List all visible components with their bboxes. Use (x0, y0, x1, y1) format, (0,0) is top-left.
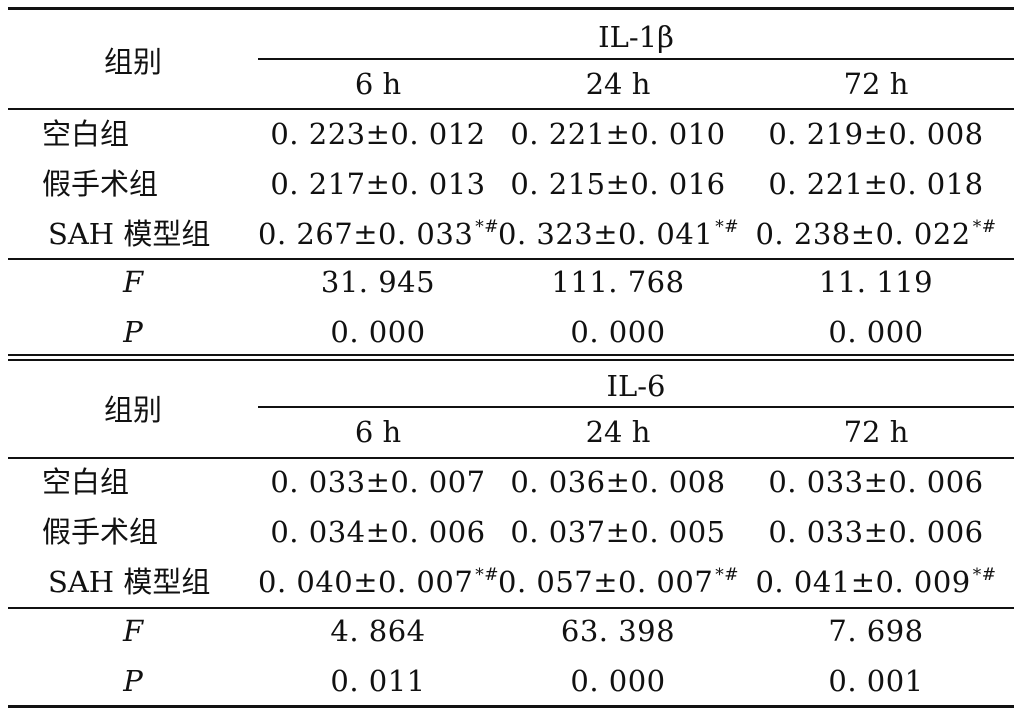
row-label-blank: 空白组 (42, 117, 130, 151)
table-top-rule (8, 7, 1014, 10)
section-divider-rule (8, 359, 1014, 361)
header-rule (8, 457, 1014, 459)
stat-label-p: P (123, 315, 143, 349)
table-cell: 0. 037±0. 005 (510, 515, 726, 549)
indicator-header-il1b: IL-1β (598, 20, 674, 54)
table-bottom-rule (8, 705, 1014, 708)
time-header-72h: 72 h (843, 67, 909, 101)
time-header-24h: 24 h (585, 415, 651, 449)
time-header-6h: 6 h (354, 67, 402, 101)
row-label-blank: 空白组 (42, 465, 130, 499)
group-header: 组别 (103, 45, 162, 79)
table-cell: 111. 768 (551, 265, 685, 299)
table-cell: 0. 215±0. 016 (510, 167, 726, 201)
stats-rule (8, 607, 1014, 609)
table-cell: 0. 000 (330, 315, 426, 349)
row-label-sham: 假手术组 (42, 515, 159, 549)
group-header: 组别 (103, 393, 162, 427)
indicator-subrule (258, 58, 1014, 60)
row-label-sah: SAH 模型组 (48, 217, 211, 251)
significance-mark: *# (715, 217, 740, 237)
table-cell: 0. 000 (570, 315, 666, 349)
significance-mark: *# (475, 217, 500, 237)
table-cell: 11. 119 (818, 265, 934, 299)
table-cell: 0. 036±0. 008 (510, 465, 726, 499)
table-cell: 63. 398 (560, 614, 676, 648)
stat-label-f: F (122, 265, 144, 299)
time-header-6h: 6 h (354, 415, 402, 449)
table-cell: 0. 000 (828, 315, 924, 349)
table-cell: 0. 221±0. 018 (768, 167, 984, 201)
indicator-header-il6: IL-6 (606, 369, 666, 403)
table-cell: 0. 040±0. 007 *# (258, 565, 500, 599)
table-cell: 0. 033±0. 006 (768, 515, 984, 549)
table-cell: 0. 034±0. 006 (270, 515, 486, 549)
significance-mark: *# (972, 565, 997, 585)
table-cell: 0. 000 (570, 664, 666, 698)
significance-mark: *# (972, 217, 997, 237)
table-cell: 0. 041±0. 009 *# (755, 565, 997, 599)
table-cell: 31. 945 (320, 265, 436, 299)
table-cell: 0. 033±0. 006 (768, 465, 984, 499)
table-cell: 0. 238±0. 022 *# (755, 217, 997, 251)
table-cell: 0. 001 (828, 664, 924, 698)
row-label-sham: 假手术组 (42, 167, 159, 201)
indicator-subrule (258, 406, 1014, 408)
table-cell: 4. 864 (330, 614, 426, 648)
row-label-sah: SAH 模型组 (48, 565, 211, 599)
stat-label-p: P (123, 664, 143, 698)
significance-mark: *# (475, 565, 500, 585)
header-rule (8, 108, 1014, 110)
table-cell: 0. 057±0. 007 *# (498, 565, 740, 599)
time-header-72h: 72 h (843, 415, 909, 449)
table-cell: 0. 323±0. 041 *# (498, 217, 740, 251)
table-cell: 0. 011 (330, 664, 426, 698)
table-cell: 0. 033±0. 007 (270, 465, 486, 499)
table-cell: 0. 223±0. 012 (270, 117, 486, 151)
table-cell: 7. 698 (828, 614, 924, 648)
significance-mark: *# (715, 565, 740, 585)
table-cell: 0. 267±0. 033 *# (258, 217, 500, 251)
table-cell: 0. 217±0. 013 (270, 167, 486, 201)
table-cell: 0. 221±0. 010 (510, 117, 726, 151)
stats-rule (8, 258, 1014, 260)
time-header-24h: 24 h (585, 67, 651, 101)
section-divider-rule (8, 354, 1014, 356)
stat-label-f: F (122, 614, 144, 648)
table-cell: 0. 219±0. 008 (768, 117, 984, 151)
